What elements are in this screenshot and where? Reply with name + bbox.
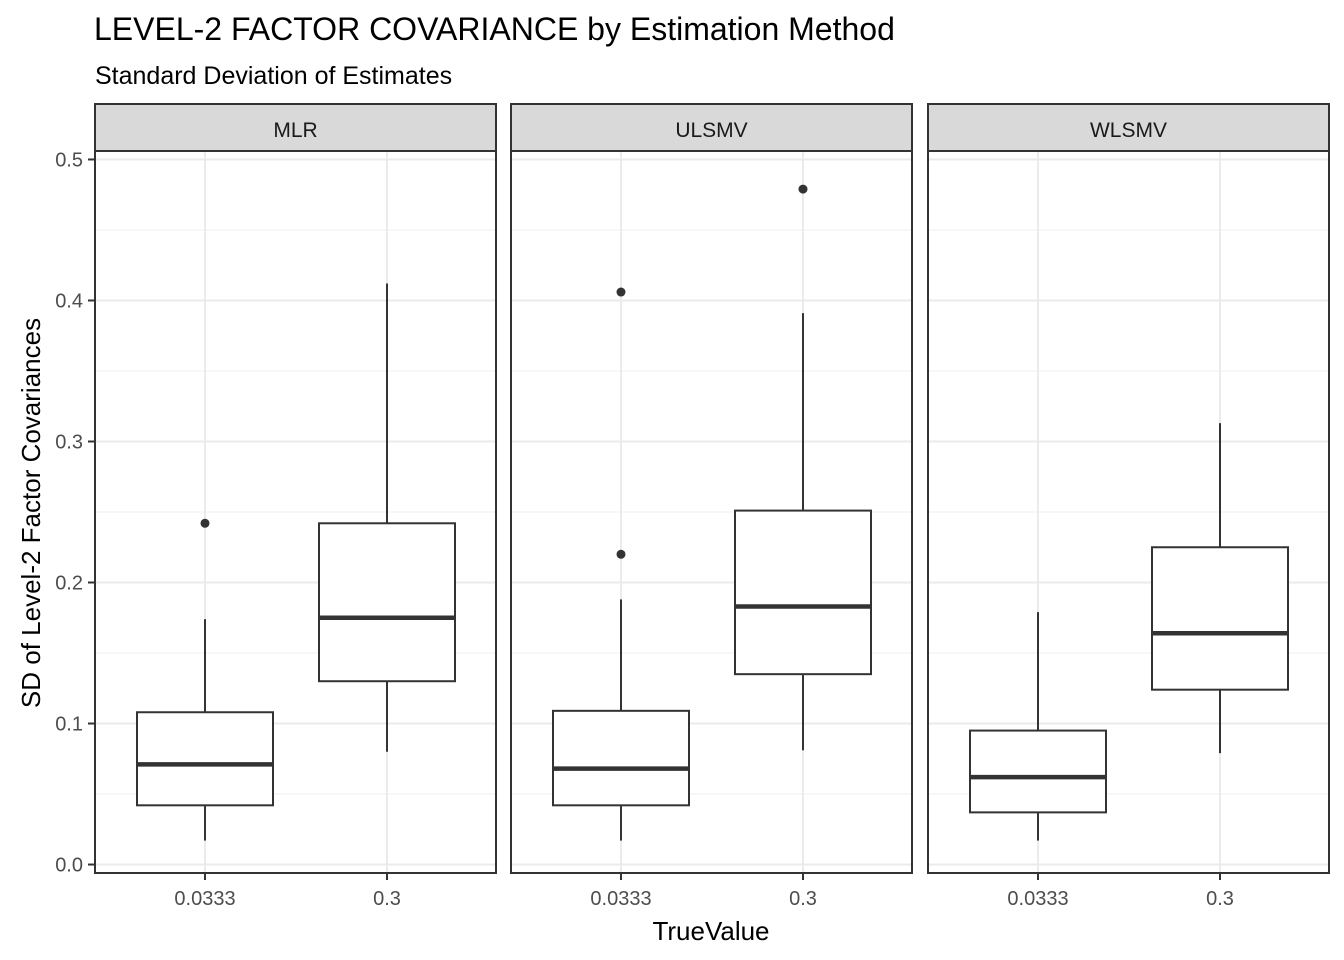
x-tick-label: 0.3 <box>789 888 817 910</box>
chart-title: LEVEL-2 FACTOR COVARIANCE by Estimation … <box>94 11 895 47</box>
y-tick-label: 0.2 <box>55 573 83 595</box>
box-iqr <box>136 711 274 807</box>
x-tick-label: 0.0333 <box>174 888 235 910</box>
facet-strip-label: ULSMV <box>675 119 747 142</box>
x-axis-title: TrueValue <box>652 916 769 946</box>
x-tick-label: 0.0333 <box>590 888 651 910</box>
outlier-point <box>616 549 626 559</box>
facet-strip-label: MLR <box>273 119 317 142</box>
outlier-point <box>798 184 808 194</box>
y-tick-label: 0.4 <box>55 290 83 312</box>
box-iqr <box>1151 546 1289 691</box>
x-tick-label: 0.3 <box>373 888 401 910</box>
box-iqr <box>734 509 872 676</box>
box-iqr <box>552 709 690 807</box>
facet-strip <box>927 103 1330 152</box>
outlier-point <box>616 287 626 297</box>
facet-strip <box>510 103 913 152</box>
outlier-point <box>200 518 210 528</box>
chart-subtitle: Standard Deviation of Estimates <box>95 62 452 90</box>
y-axis-title: SD of Level-2 Factor Covariances <box>16 318 46 708</box>
y-tick-label: 0.5 <box>55 149 83 171</box>
facet-strip <box>94 103 497 152</box>
x-tick-label: 0.3 <box>1206 888 1234 910</box>
facet-strip-label: WLSMV <box>1090 119 1167 142</box>
box-iqr <box>318 522 456 683</box>
y-tick-label: 0.1 <box>55 714 83 736</box>
y-tick-label: 0.3 <box>55 431 83 453</box>
y-tick-label: 0.0 <box>55 855 83 877</box>
box-iqr <box>969 729 1107 814</box>
plot-area: MLR 0.0333 0.3 ULSMV 0.0333 0.3 WLSMV 0.0333 0.3… <box>55 103 1330 910</box>
x-tick-label: 0.0333 <box>1007 888 1068 910</box>
